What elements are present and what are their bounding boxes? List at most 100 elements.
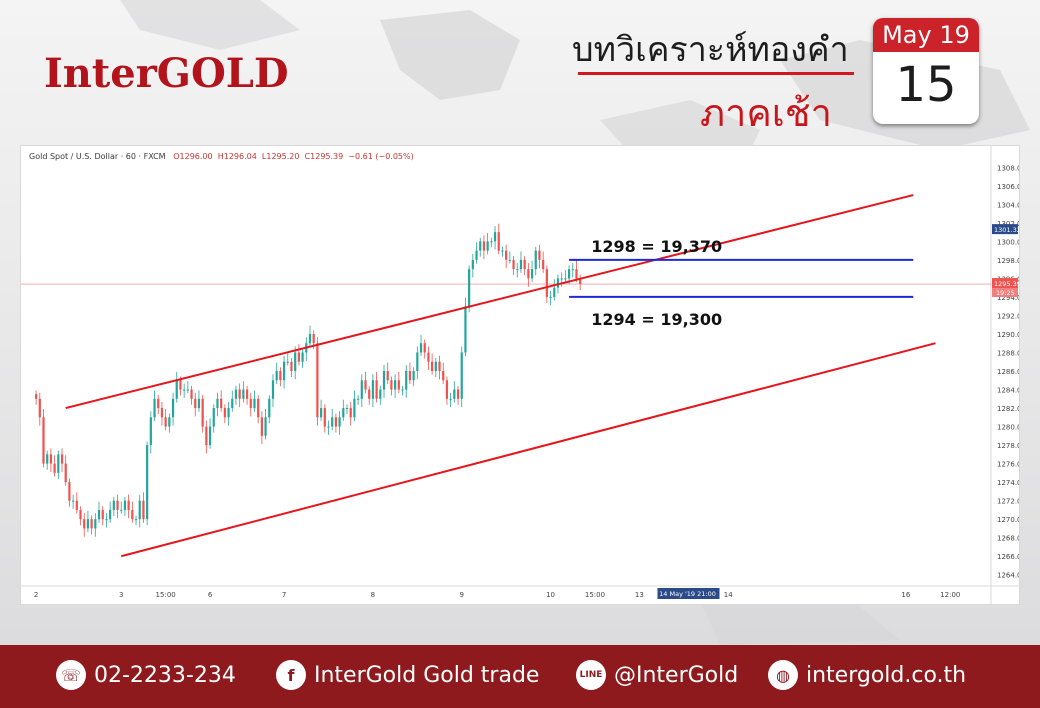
candle-body <box>112 500 115 510</box>
candle-body <box>49 454 53 464</box>
candle-body <box>146 445 149 520</box>
y-tick-label: 1300.00 <box>997 238 1019 246</box>
title-divider <box>578 72 854 75</box>
candle-body <box>386 371 389 381</box>
candle-body <box>512 259 515 270</box>
candle-body <box>116 500 119 510</box>
y-tick-label: 1278.00 <box>997 442 1019 450</box>
y-tick-label: 1264.00 <box>997 572 1019 580</box>
y-tick-label: 1306.00 <box>997 183 1019 191</box>
candle-body <box>501 250 504 252</box>
y-tick-label: 1294.00 <box>997 294 1019 302</box>
support-label: 1294 = 19,300 <box>591 310 722 329</box>
candle-body <box>567 269 571 279</box>
y-tick-label: 1304.00 <box>997 201 1019 209</box>
candle-body <box>131 509 134 520</box>
candle-body <box>390 380 393 390</box>
line-icon: LINE <box>576 660 606 690</box>
candle-body <box>120 509 123 511</box>
candle-body <box>530 269 534 279</box>
candle-body <box>375 380 378 399</box>
line-id: @InterGold <box>614 662 739 688</box>
candle-body <box>57 454 60 473</box>
candle-body <box>153 398 156 418</box>
candle-body <box>527 269 530 279</box>
candle-body <box>297 352 300 362</box>
current-price-tag <box>992 278 1018 289</box>
candle-body <box>490 241 493 243</box>
candle-body <box>212 408 215 427</box>
candle-body <box>493 232 497 242</box>
candle-body <box>475 250 478 260</box>
y-tick-label: 1284.00 <box>997 387 1019 395</box>
candle-body <box>553 287 556 297</box>
candle-body <box>268 398 271 418</box>
candle-body <box>523 259 526 270</box>
candle-body <box>360 380 363 399</box>
ohlc-open: O1296.00 <box>173 152 213 161</box>
candle-body <box>571 269 574 271</box>
candle-body <box>560 278 563 280</box>
candle-body <box>190 389 193 399</box>
current-time-label: 19:25 <box>996 289 1015 297</box>
calendar-badge: May 19 15 <box>873 18 979 124</box>
candle-body <box>423 343 426 353</box>
candle-body <box>290 361 293 371</box>
candle-body <box>279 371 282 381</box>
x-tick-label: 8 <box>371 591 375 599</box>
candle-body <box>508 259 511 261</box>
y-tick-label: 1270.00 <box>997 516 1019 524</box>
y-tick-label: 1272.00 <box>997 498 1019 506</box>
chart-canvas: 1308.00 1306.00 1304.00 1302.00 1300.00 1298.… <box>21 146 1019 604</box>
footer-line[interactable]: LINE @InterGold <box>576 660 738 690</box>
candle-body <box>271 380 275 399</box>
cursor-date-tag <box>657 588 720 599</box>
candle-body <box>427 352 430 362</box>
ohlc-close: C1295.39 <box>304 152 344 161</box>
candle-body <box>401 389 404 391</box>
candle-body <box>123 500 127 510</box>
x-tick-label: 13 <box>635 591 644 599</box>
candle-body <box>316 343 319 418</box>
y-tick-label: 1276.00 <box>997 461 1019 469</box>
x-tick-label: 10 <box>546 591 555 599</box>
candle-body <box>90 519 93 529</box>
footer-phone[interactable]: ☏ 02-2233-234 <box>56 660 236 690</box>
candle-body <box>405 371 408 390</box>
candle-body <box>127 500 130 510</box>
candle-body <box>164 417 167 427</box>
candle-body <box>534 250 537 270</box>
x-tick-label: 12:00 <box>940 591 960 599</box>
candle-body <box>349 408 352 418</box>
candle-body <box>72 500 75 502</box>
y-tick-label: 1288.00 <box>997 349 1019 357</box>
candle-body <box>86 519 90 529</box>
candle-body <box>331 417 334 427</box>
candle-body <box>38 398 41 418</box>
ohlc-change: −0.61 (−0.05%) <box>348 152 414 161</box>
y-tick-label: 1302.00 <box>997 220 1019 228</box>
candle-body <box>438 361 441 371</box>
footer-website[interactable]: ◍ intergold.co.th <box>768 660 966 690</box>
candle-body <box>379 389 382 399</box>
candle-body <box>382 371 386 390</box>
candle-body <box>345 408 349 410</box>
candle-body <box>260 417 263 436</box>
candle-body <box>282 361 286 381</box>
candle-body <box>364 380 367 390</box>
candle-body <box>194 398 197 409</box>
x-tick-label: 7 <box>282 591 286 599</box>
candle-body <box>419 343 423 353</box>
candle-body <box>334 417 338 427</box>
candle-body <box>183 389 186 391</box>
candle-body <box>542 259 545 270</box>
footer-facebook[interactable]: f InterGold Gold trade <box>276 660 539 690</box>
candle-body <box>253 398 256 409</box>
cursor-date-label: 14 May '19 21:00 <box>659 590 716 598</box>
candle-body <box>408 371 412 381</box>
candle-body <box>486 241 489 251</box>
page-title: บทวิเคราะห์ทองคำ <box>572 30 849 70</box>
candle-body <box>294 352 297 371</box>
candle-body <box>220 398 223 409</box>
footer-bar <box>0 645 1040 708</box>
